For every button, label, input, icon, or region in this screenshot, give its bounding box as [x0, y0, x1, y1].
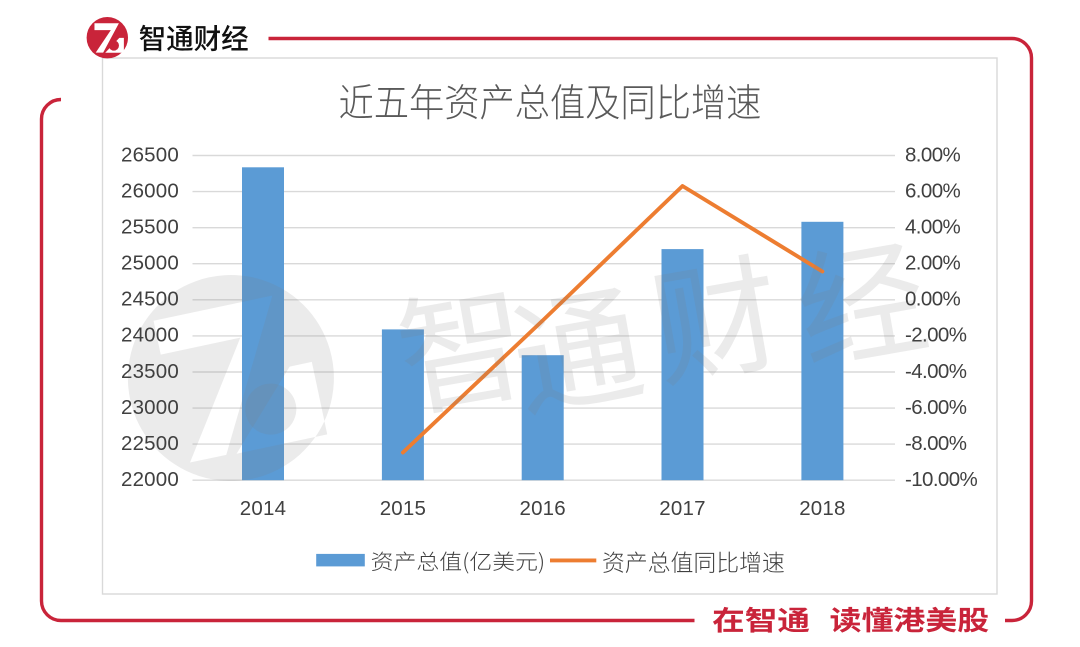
- svg-text:22000: 22000: [121, 468, 179, 491]
- svg-text:8.00%: 8.00%: [905, 143, 960, 166]
- svg-text:6.00%: 6.00%: [905, 179, 960, 202]
- svg-text:2015: 2015: [380, 497, 426, 520]
- svg-text:0.00%: 0.00%: [905, 288, 960, 311]
- svg-text:-8.00%: -8.00%: [905, 432, 967, 455]
- svg-text:26500: 26500: [121, 143, 179, 166]
- svg-text:-10.00%: -10.00%: [905, 468, 978, 491]
- svg-text:23000: 23000: [121, 396, 179, 419]
- svg-text:-6.00%: -6.00%: [905, 396, 967, 419]
- svg-text:24000: 24000: [121, 324, 179, 347]
- svg-text:-2.00%: -2.00%: [905, 324, 967, 347]
- svg-text:22500: 22500: [121, 432, 179, 455]
- svg-text:-4.00%: -4.00%: [905, 360, 967, 383]
- svg-text:2017: 2017: [659, 497, 705, 520]
- svg-text:2.00%: 2.00%: [905, 252, 960, 275]
- svg-text:2014: 2014: [240, 497, 286, 520]
- svg-text:25000: 25000: [121, 252, 179, 275]
- svg-text:2016: 2016: [519, 497, 565, 520]
- svg-text:25500: 25500: [121, 216, 179, 239]
- svg-text:4.00%: 4.00%: [905, 216, 960, 239]
- svg-text:23500: 23500: [121, 360, 179, 383]
- svg-text:2018: 2018: [799, 497, 845, 520]
- svg-text:24500: 24500: [121, 288, 179, 311]
- svg-text:26000: 26000: [121, 179, 179, 202]
